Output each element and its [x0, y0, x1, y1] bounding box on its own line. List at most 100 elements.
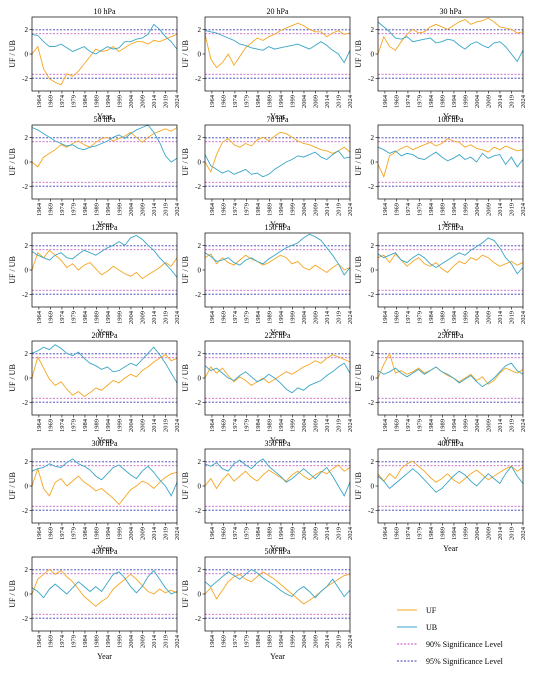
x-tick-label: 1994 — [105, 202, 112, 216]
x-tick-label: 1984 — [255, 202, 262, 216]
x-tick-label: 1984 — [428, 94, 435, 108]
x-tick-label: 2009 — [485, 527, 492, 540]
x-tick-label: 2009 — [485, 95, 492, 108]
x-tick-label: 1964 — [382, 526, 389, 540]
x-tick-label: 2024 — [347, 634, 354, 648]
x-tick-label: 1964 — [36, 634, 43, 648]
series-ub — [377, 21, 524, 63]
x-tick-label: 1984 — [428, 310, 435, 324]
series-uf — [204, 354, 351, 386]
series-uf — [377, 352, 524, 385]
x-tick-label: 2009 — [139, 635, 146, 648]
series-uf — [377, 253, 524, 274]
y-tick-label: 2 — [25, 458, 29, 466]
subplot-title: 450 hPa — [92, 547, 118, 556]
x-tick-label: 2004 — [128, 526, 135, 540]
subplot-title: 100 hPa — [438, 115, 464, 124]
x-tick-label: 2004 — [301, 634, 308, 648]
series-ub — [31, 23, 178, 55]
x-tick-label: 2004 — [128, 94, 135, 108]
x-tick-label: 1994 — [278, 310, 285, 324]
series-ub — [204, 362, 351, 394]
series-ub — [204, 30, 351, 64]
x-tick-label: 2014 — [324, 94, 331, 108]
y-axis-label: UF / UB — [8, 256, 17, 284]
x-tick-label: 1989 — [93, 311, 100, 324]
x-tick-label: 2019 — [162, 419, 169, 432]
y-tick-label: 2 — [371, 26, 375, 34]
x-tick-label: 2009 — [485, 419, 492, 432]
x-tick-label: 1989 — [93, 635, 100, 648]
x-tick-label: 2024 — [174, 418, 181, 432]
x-tick-label: 1969 — [47, 635, 54, 648]
series-uf — [377, 460, 524, 485]
subplot-20-hpa: 20 hPa -2 0 2 1964 1969 1974 1979 1984 1989 1994 19… — [181, 7, 354, 121]
x-tick-label: 1984 — [428, 202, 435, 216]
x-axis-label: Year — [97, 652, 112, 661]
x-tick-label: 1994 — [105, 526, 112, 540]
x-tick-label: 2019 — [162, 311, 169, 324]
x-tick-label: 2004 — [474, 526, 481, 540]
x-tick-label: 2019 — [508, 527, 515, 540]
x-tick-label: 1999 — [462, 95, 469, 108]
x-tick-label: 1969 — [393, 419, 400, 432]
x-axis-label: Year — [270, 436, 285, 445]
series-ub — [204, 458, 351, 497]
x-tick-label: 1994 — [278, 418, 285, 432]
x-tick-label: 1994 — [278, 634, 285, 648]
x-tick-label: 1964 — [382, 310, 389, 324]
series-uf — [31, 354, 178, 398]
series-ub — [377, 146, 524, 168]
x-tick-label: 2009 — [139, 311, 146, 324]
subplot-title: 150 hPa — [265, 223, 291, 232]
x-tick-label: 1979 — [70, 527, 77, 540]
plot-frame — [377, 16, 524, 92]
y-tick-label: 2 — [371, 134, 375, 142]
x-tick-label: 1974 — [405, 310, 412, 324]
x-tick-label: 2024 — [174, 310, 181, 324]
subplot-title: 500 hPa — [265, 547, 291, 556]
x-tick-label: 1989 — [93, 203, 100, 216]
series-ub — [31, 234, 178, 278]
x-tick-label: 1974 — [59, 418, 66, 432]
x-tick-label: 1964 — [36, 94, 43, 108]
x-tick-label: 2014 — [151, 202, 158, 216]
y-axis-label: UF / UB — [354, 364, 363, 392]
x-tick-label: 1989 — [439, 95, 446, 108]
x-tick-label: 1964 — [36, 202, 43, 216]
plot-frame — [31, 556, 178, 632]
y-tick-label: -2 — [195, 75, 201, 83]
x-tick-label: 1969 — [47, 311, 54, 324]
plot-frame — [204, 448, 351, 524]
x-axis-label: Year — [97, 220, 112, 229]
y-axis-label: UF / UB — [181, 580, 190, 608]
y-tick-label: 0 — [25, 159, 29, 167]
subplot-175-hpa: 175 hPa -2 0 2 1964 1969 1974 1979 1984 1989 1994 1… — [354, 223, 527, 337]
x-tick-label: 1979 — [70, 635, 77, 648]
x-tick-label: 2019 — [162, 95, 169, 108]
x-tick-label: 2014 — [151, 310, 158, 324]
x-tick-label: 1969 — [393, 203, 400, 216]
x-tick-label: 1969 — [220, 527, 227, 540]
x-axis-label: Year — [270, 112, 285, 121]
x-tick-label: 2004 — [128, 418, 135, 432]
x-tick-label: 2014 — [497, 526, 504, 540]
x-tick-label: 1999 — [289, 635, 296, 648]
x-tick-label: 1994 — [278, 526, 285, 540]
x-tick-label: 1964 — [209, 202, 216, 216]
x-tick-label: 2019 — [162, 635, 169, 648]
y-tick-label: -2 — [195, 183, 201, 191]
series-uf — [31, 249, 178, 280]
x-tick-label: 1994 — [105, 94, 112, 108]
x-tick-label: 1994 — [105, 418, 112, 432]
x-tick-label: 1999 — [289, 203, 296, 216]
y-tick-label: -2 — [368, 507, 374, 515]
series-ub — [31, 569, 178, 599]
x-tick-label: 1984 — [428, 418, 435, 432]
x-tick-label: 2009 — [312, 95, 319, 108]
x-tick-label: 1964 — [209, 634, 216, 648]
y-tick-label: 2 — [25, 26, 29, 34]
x-tick-label: 1979 — [416, 95, 423, 108]
series-ub — [31, 458, 178, 497]
